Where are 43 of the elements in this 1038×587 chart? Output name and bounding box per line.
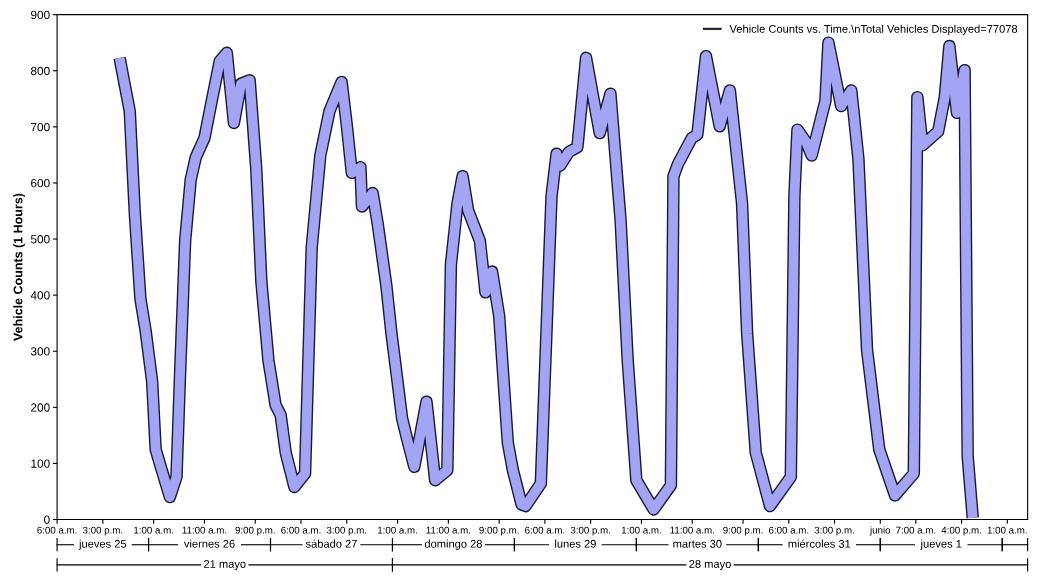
x-tick-label: junio [869,526,891,536]
text: 28 mayo [689,560,731,571]
text: 21 mayo [204,560,246,571]
x-tick-label: 9:00 p.m. [479,526,519,536]
x-tick-label: 3:00 p.m. [814,526,854,536]
x-tick-label: 11:00 a.m. [670,526,714,534]
text: domingo 28 [424,539,482,550]
y-tick-label: 100 [31,459,50,468]
text: miércoles 31 [788,539,851,548]
x-tick-label: 6:00 a.m. [525,526,565,534]
x-tick-label: 3:00 p.m. [570,526,611,536]
x-tick-label: 6:00 a.m. [281,526,321,534]
y-tick-label: 500 [30,235,50,244]
x-tick-label: 7:00 a.m. [896,526,936,534]
text: viernes 26 [183,539,235,548]
text: jueves 25 [78,539,127,550]
text: martes 30 [673,539,722,548]
y-tick-label: 600 [31,178,50,188]
x-tick-label: 11:00 a.m. [426,526,471,534]
y-tick-label: 200 [31,403,50,412]
x-tick-label: 3:00 p.m. [82,526,123,536]
y-tick-label: 900 [31,10,50,20]
y-tick-label: 700 [31,122,50,132]
y-tick-label: 800 [30,66,50,76]
text: sábado 27 [305,539,357,548]
x-tick-label: 9:00 p.m. [723,526,763,536]
y-axis-title: Vehicle Counts (1 Hours) [13,193,25,341]
text: lunes 29 [555,539,596,548]
x-tick-label: 1:00 a.m. [987,526,1027,534]
text: jueves 1 [920,539,962,550]
x-tick-label: 6:00 a.m. [37,526,77,534]
y-tick-label: 400 [30,291,50,300]
x-tick-label: 1:00 a.m. [378,526,417,534]
x-tick-label: 3:00 p.m. [326,526,367,536]
x-tick-label: 4:00 p.m. [941,526,981,536]
y-tick-label: 300 [30,347,50,356]
x-tick-label: 1:00 a.m. [621,526,661,534]
x-tick-label: 1:00 a.m. [134,526,174,534]
x-tick-label: 6:00 a.m. [769,526,809,534]
x-tick-label: 11:00 a.m. [182,526,227,534]
x-tick-label: 9:00 p.m. [235,526,275,536]
y-tick-label: 0 [44,515,50,524]
text: Vehicle Counts vs. Time.\nTotal Vehicles Displayed=77078 [729,24,1018,36]
